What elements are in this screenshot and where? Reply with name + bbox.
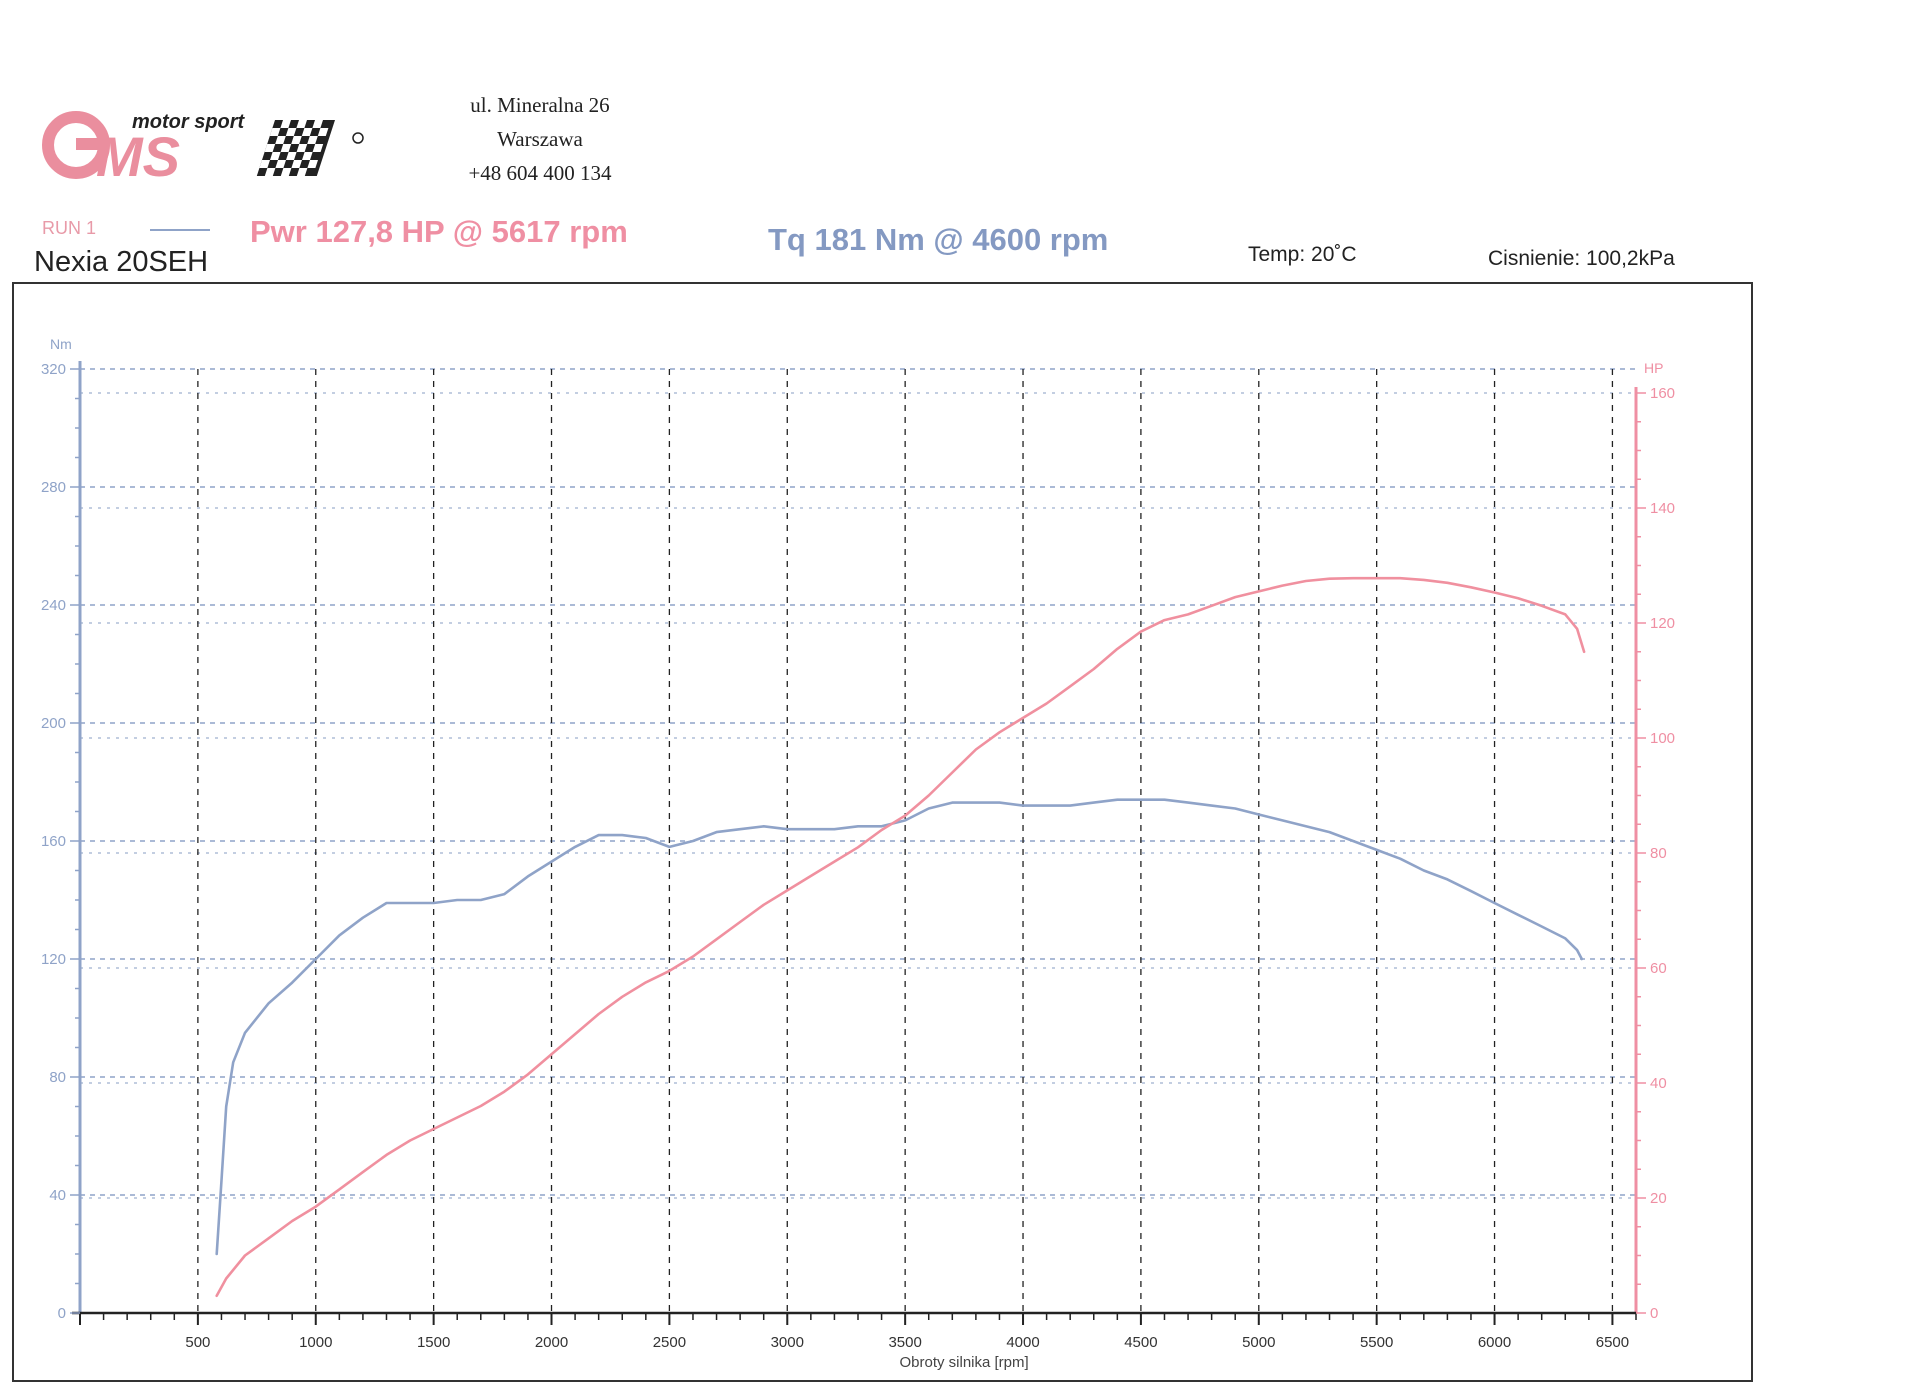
- y-right-tick-label: 80: [1650, 845, 1667, 862]
- y-left-tick-label: 320: [41, 361, 66, 378]
- y-left-axis-label: Nm: [50, 336, 72, 352]
- x-tick-label: 1000: [299, 1334, 332, 1351]
- address-phone: +48 604 400 134: [468, 161, 612, 185]
- series-line-tq: [215, 798, 1584, 1256]
- y-left-tick-label: 200: [41, 715, 66, 732]
- dyno-chart-frame: 500 1000 1500 2000 2500 3000 3500 4000 4500 5000 5…: [12, 282, 1753, 1382]
- y-right-tick-label: 40: [1650, 1075, 1667, 1092]
- pressure-readout: Cisnienie: 100,2kPa: [1488, 247, 1675, 270]
- power-summary: Pwr 127,8 HP @ 5617 rpm: [250, 214, 628, 249]
- y-left-tick-label: 0: [58, 1305, 66, 1322]
- temperature-readout: Temp: 20˚C: [1248, 243, 1357, 266]
- vehicle-name: Nexia 20SEH: [34, 246, 209, 278]
- gms-motor-sport-logo: MS motor sport: [42, 111, 364, 188]
- svg-text:motor sport: motor sport: [132, 111, 246, 133]
- x-tick-label: 4000: [1006, 1334, 1039, 1351]
- y-right-tick-label: 140: [1650, 500, 1675, 517]
- y-right-tick-label: 0: [1650, 1305, 1658, 1322]
- x-axis-label: Obroty silnika [rpm]: [899, 1354, 1028, 1371]
- y-left-tick-label: 280: [41, 479, 66, 496]
- x-tick-label: 4500: [1124, 1334, 1157, 1351]
- y-right-tick-label: 160: [1650, 385, 1675, 402]
- run-label: RUN 1: [42, 218, 97, 238]
- y-left-tick-label: 160: [41, 833, 66, 850]
- torque-summary: Tq 181 Nm @ 4600 rpm: [768, 222, 1109, 257]
- y-right-tick-label: 60: [1650, 960, 1667, 977]
- run-legend-swatch: [150, 229, 210, 231]
- x-tick-label: 500: [185, 1334, 210, 1351]
- y-left-tick-label: 40: [49, 1187, 66, 1204]
- x-tick-label: 6500: [1596, 1334, 1629, 1351]
- svg-text:MS: MS: [96, 125, 180, 188]
- dyno-chart: 500 1000 1500 2000 2500 3000 3500 4000 4500 5000 5…: [41, 336, 1675, 1371]
- x-tick-label: 5500: [1360, 1334, 1393, 1351]
- address-city: Warszawa: [497, 127, 583, 151]
- y-left-tick-label: 120: [41, 951, 66, 968]
- y-right-axis-label: HP: [1644, 360, 1663, 376]
- workshop-address: ul. Mineralna 26 Warszawa +48 604 400 13…: [440, 88, 640, 190]
- y-left-tick-label: 80: [49, 1069, 66, 1086]
- x-tick-label: 1500: [417, 1334, 450, 1351]
- x-tick-label: 3500: [888, 1334, 921, 1351]
- y-left-tick-label: 240: [41, 597, 66, 614]
- x-tick-label: 2500: [653, 1334, 686, 1351]
- series-line-pwr: [215, 576, 1586, 1298]
- x-tick-label: 6000: [1478, 1334, 1511, 1351]
- y-right-tick-label: 120: [1650, 615, 1675, 632]
- address-street: ul. Mineralna 26: [470, 93, 610, 117]
- y-right-tick-label: 20: [1650, 1190, 1667, 1207]
- y-right-tick-label: 100: [1650, 730, 1675, 747]
- x-tick-label: 3000: [771, 1334, 804, 1351]
- x-tick-label: 5000: [1242, 1334, 1275, 1351]
- x-tick-label: 2000: [535, 1334, 568, 1351]
